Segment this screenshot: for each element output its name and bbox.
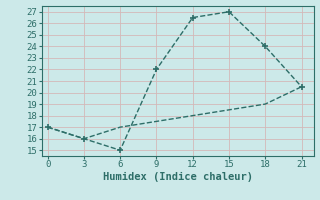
X-axis label: Humidex (Indice chaleur): Humidex (Indice chaleur) xyxy=(103,172,252,182)
